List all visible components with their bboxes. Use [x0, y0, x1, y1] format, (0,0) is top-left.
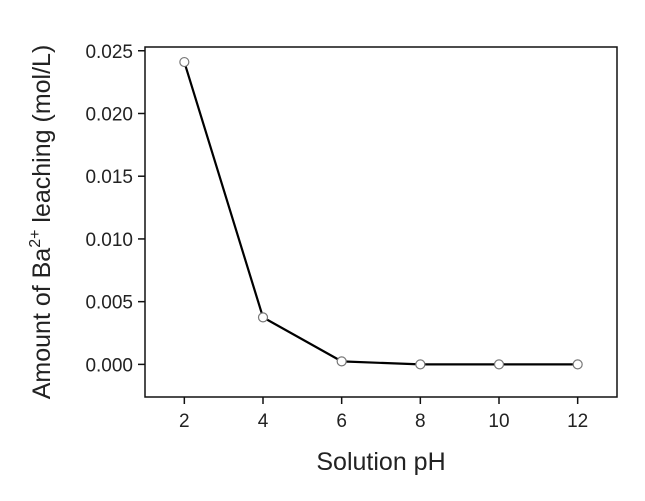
x-tick-label: 2: [179, 411, 190, 432]
y-tick-label: 0.010: [85, 230, 133, 251]
y-axis-title-superscript: 2+: [27, 230, 44, 248]
data-point: [493, 359, 505, 370]
y-axis-title-part: leaching (mol/L): [28, 45, 56, 230]
x-tick-label: 6: [336, 411, 347, 432]
y-axis-title: Amount of Ba2+ leaching (mol/L): [27, 45, 56, 400]
data-point: [415, 359, 426, 370]
data-point: [572, 359, 583, 370]
data-point: [179, 56, 190, 68]
x-tick-label: 12: [567, 411, 588, 432]
y-tick-label: 0.025: [85, 42, 133, 63]
x-tick-label: 10: [488, 411, 509, 432]
plot-frame: [144, 46, 618, 398]
data-point: [336, 356, 347, 367]
data-point: [257, 312, 269, 323]
y-tick-label: 0.020: [85, 104, 133, 125]
x-axis-title: Solution pH: [316, 448, 445, 476]
y-axis-title-part: Amount of Ba: [28, 248, 56, 400]
x-tick-label: 4: [258, 411, 269, 432]
y-tick-label: 0.005: [85, 293, 133, 314]
y-tick-label: 0.015: [85, 167, 133, 188]
series-line: [183, 61, 578, 366]
y-tick-label: 0.000: [85, 355, 133, 376]
x-tick-label: 8: [415, 411, 426, 432]
